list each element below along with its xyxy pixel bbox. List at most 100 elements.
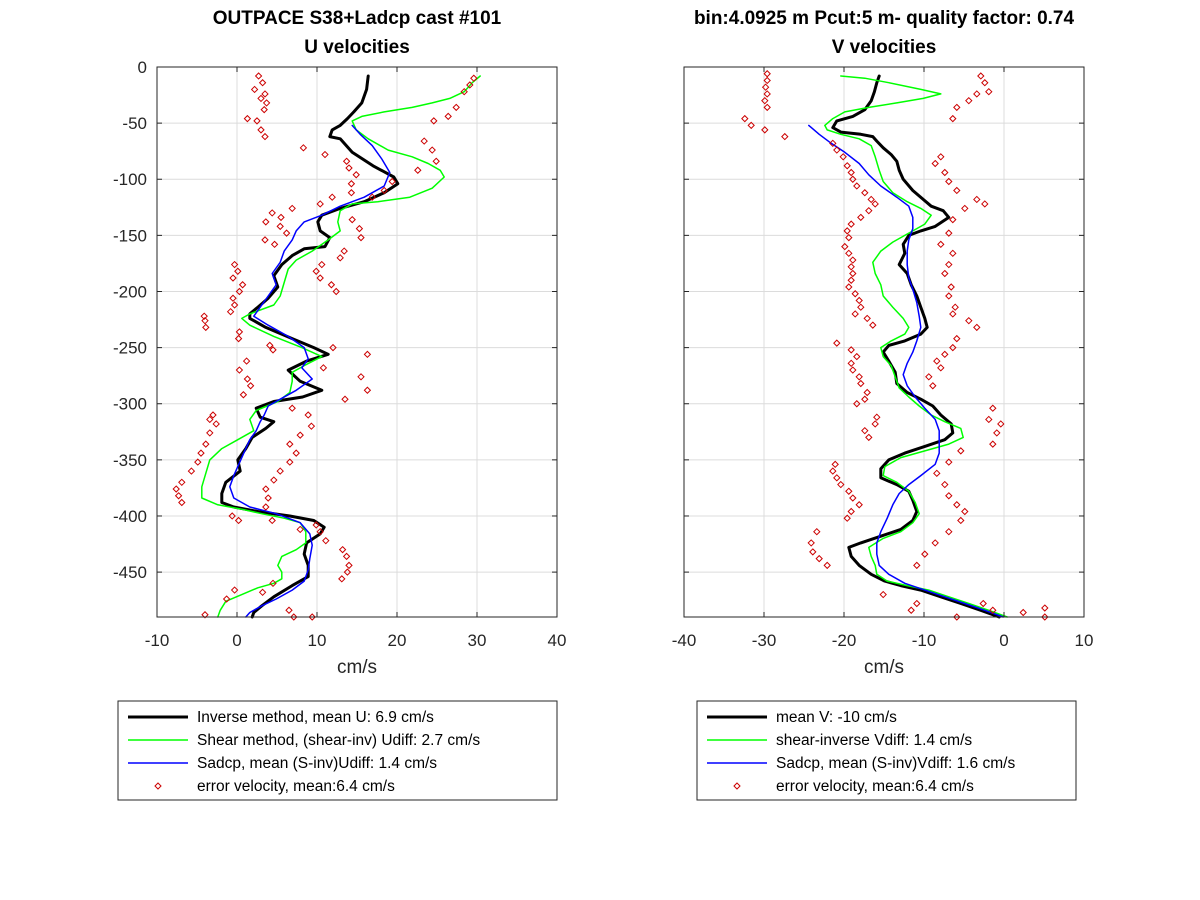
v-sadcp-line [808, 124, 1004, 618]
u-error-velocity-marker [269, 346, 277, 354]
u-plot-area [157, 67, 557, 617]
u-error-velocity-marker [296, 525, 304, 534]
v-error-velocity-marker [985, 415, 993, 424]
u-legend: Inverse method, mean U: 6.9 cm/s Shear me… [117, 700, 558, 801]
u-error-velocity-marker [355, 224, 364, 233]
u-error-velocity-marker [257, 94, 265, 103]
v-error-velocity-marker [747, 121, 755, 130]
v-error-velocity-marker [761, 96, 769, 105]
u-error-velocity-marker [341, 395, 349, 403]
v-x-tick-label: -40 [672, 631, 697, 650]
v-error-velocity-marker [933, 469, 941, 478]
v-legend-label: mean V: -10 cm/s [776, 709, 897, 726]
u-velocity-panel: OUTPACE S38+Ladcp cast #101 U velocities… [113, 8, 566, 801]
v-error-velocity-marker [823, 561, 831, 570]
u-error-velocity-marker [338, 545, 347, 554]
v-error-velocity-marker [857, 379, 865, 388]
v-error-velocity-marker [865, 433, 873, 442]
u-error-velocity-marker [262, 218, 270, 226]
v-error-velocity-marker [945, 492, 953, 500]
v-error-velocity-marker [947, 283, 955, 291]
u-error-velocity-marker [235, 287, 244, 296]
u-error-velocity-marker [261, 132, 269, 141]
u-error-velocity-marker [338, 575, 346, 583]
u-error-velocity-marker [174, 492, 183, 500]
v-error-velocity-marker [853, 400, 861, 408]
u-y-tick-label: -100 [113, 170, 147, 189]
u-y-tick-label: -250 [113, 339, 147, 358]
v-error-velocity-marker [847, 263, 855, 271]
u-error-velocity-marker [345, 561, 353, 570]
u-error-velocity-marker [290, 613, 298, 621]
u-panel-title-line2: U velocities [304, 37, 410, 58]
u-error-velocity-marker [228, 512, 236, 520]
v-error-velocity-marker [829, 139, 837, 148]
v-error-velocity-marker [951, 303, 959, 311]
u-grid [157, 67, 557, 617]
v-error-velocity-marker [833, 339, 841, 347]
u-error-velocity-marker [222, 595, 231, 603]
v-error-velocity-marker [953, 186, 961, 195]
v-error-velocity-marker [957, 447, 965, 455]
u-error-velocity-marker [332, 287, 340, 296]
v-error-velocity-marker [809, 548, 817, 556]
u-legend-label: Shear method, (shear-inv) Udiff: 2.7 cm/… [197, 732, 480, 749]
v-legend-swatch-error [733, 782, 741, 790]
v-error-velocity-marker [945, 292, 953, 300]
v-error-velocity-marker [945, 458, 953, 466]
v-error-velocity-marker [937, 364, 945, 372]
u-error-velocity-marker [380, 186, 388, 195]
v-error-velocity-marker [965, 316, 973, 325]
u-error-velocity-marker [357, 233, 365, 242]
u-error-velocity-marker [230, 260, 239, 269]
v-error-velocity-marker [931, 159, 939, 168]
v-error-velocity-marker [845, 487, 853, 495]
v-x-tick-label: -30 [752, 631, 777, 650]
u-error-velocity-marker [238, 281, 247, 289]
v-error-velocity-marker [879, 590, 887, 599]
v-error-velocity-marker [855, 296, 863, 305]
u-x-axis-label: cm/s [337, 657, 377, 678]
v-error-velocity-marker [979, 599, 987, 608]
u-error-velocity-marker [234, 516, 243, 525]
v-series-group [741, 70, 1049, 621]
u-x-tick-label: 40 [548, 631, 567, 650]
u-error-velocity-marker [264, 494, 272, 502]
u-axis-ticks: -10 0 10 20 30 400-50-100-150-200-250-300-350… [113, 58, 566, 650]
u-error-velocity-marker [243, 375, 252, 383]
u-error-velocity-marker [316, 274, 324, 282]
u-error-velocity-marker [268, 209, 276, 217]
v-error-velocity-marker [845, 249, 853, 258]
u-error-velocity-marker [266, 341, 274, 350]
u-error-velocity-marker [270, 476, 278, 484]
v-error-velocity-marker [985, 87, 993, 96]
u-error-velocity-marker [286, 458, 294, 466]
v-error-velocity-marker [997, 420, 1005, 428]
u-error-velocity-marker [250, 85, 259, 94]
u-y-tick-label: -150 [113, 226, 147, 245]
u-error-velocity-marker [388, 177, 396, 186]
u-error-velocity-marker [312, 267, 320, 275]
v-error-velocity-marker [981, 79, 989, 87]
v-error-velocity-marker [853, 352, 861, 361]
v-error-velocity-marker [961, 507, 969, 516]
u-error-velocity-marker [316, 527, 324, 536]
v-error-velocity-marker [953, 103, 961, 112]
v-error-velocity-marker [863, 388, 871, 397]
v-error-velocity-marker [813, 527, 821, 536]
v-error-velocity-marker [937, 240, 945, 249]
u-y-tick-label: 0 [138, 58, 147, 77]
u-error-velocity-marker [414, 166, 422, 174]
v-x-tick-label: 10 [1075, 631, 1094, 650]
v-plot-frame [683, 66, 1085, 618]
v-inverse-line [831, 74, 1001, 619]
u-error-velocity-marker [243, 114, 252, 123]
u-error-velocity-marker [201, 316, 209, 325]
v-error-velocity-marker [847, 276, 855, 284]
v-legend-label: Sadcp, mean (S-inv)Vdiff: 1.6 cm/s [776, 755, 1015, 772]
u-plot-frame [156, 66, 558, 618]
v-error-velocity-marker [831, 460, 839, 469]
v-error-velocity-marker [957, 516, 965, 525]
u-shear-line [201, 75, 481, 618]
u-error-velocity-marker [229, 274, 237, 282]
